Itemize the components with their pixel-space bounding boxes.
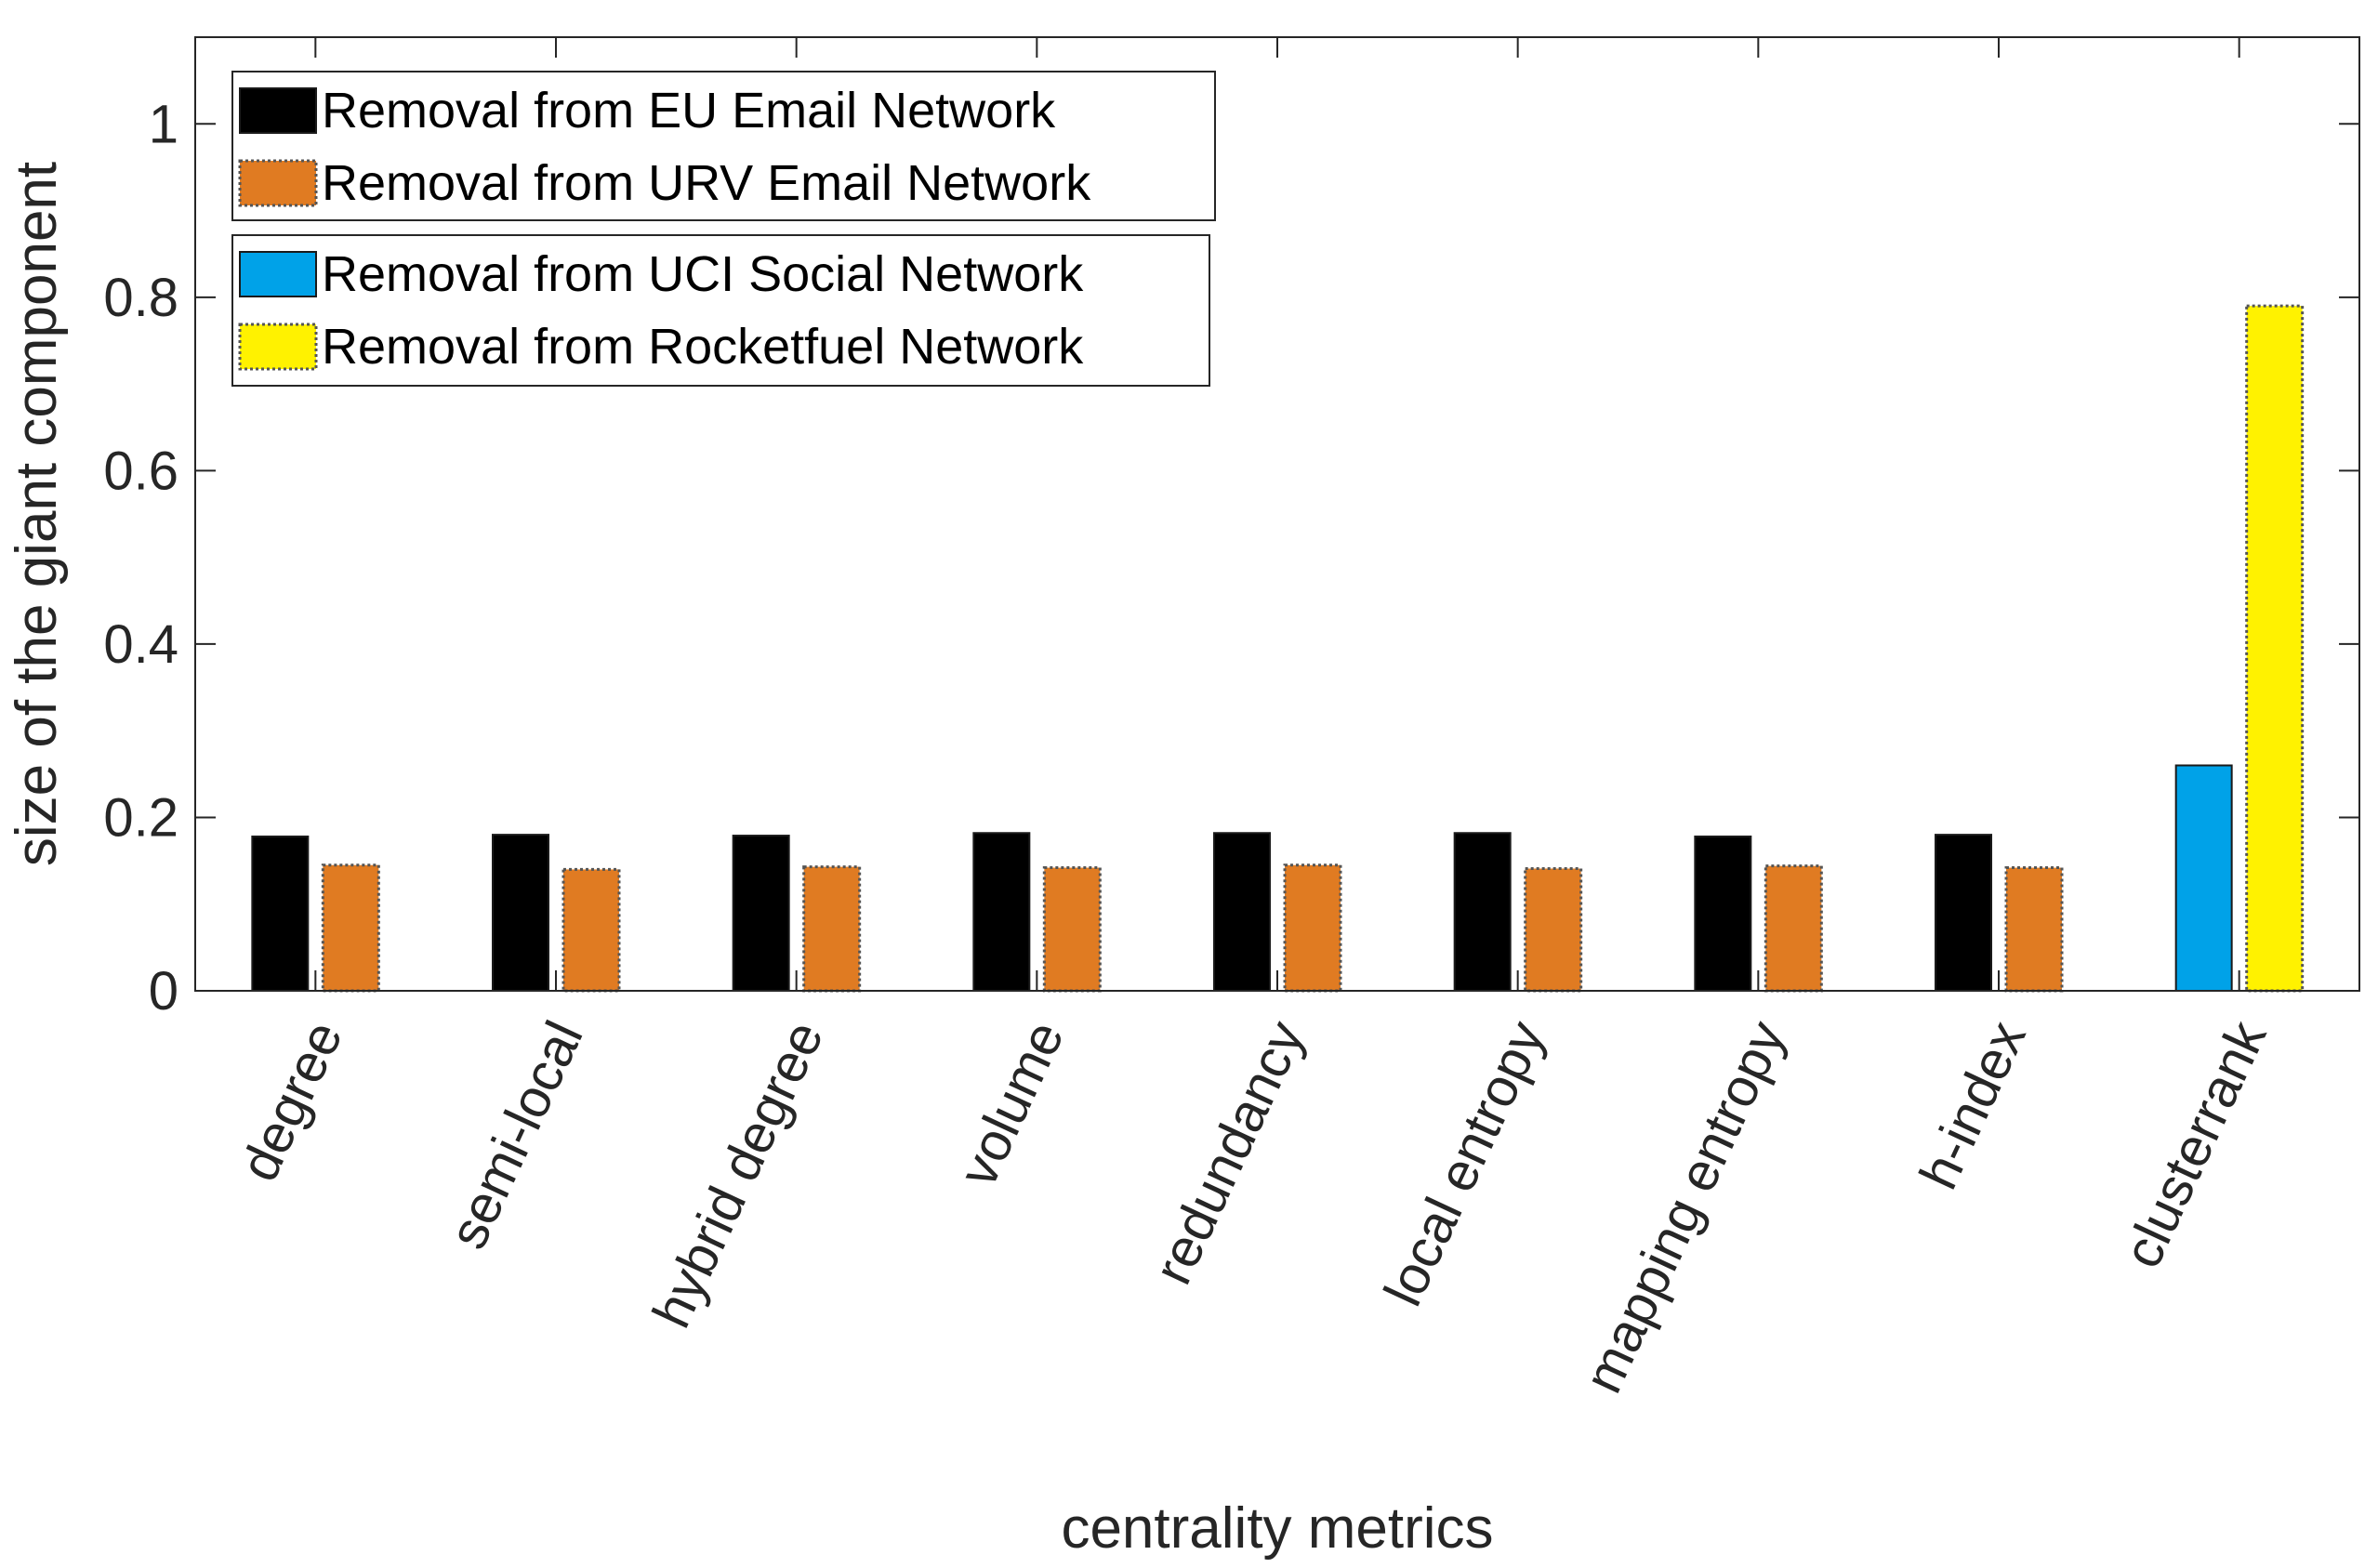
legend-swatch-3: [239, 251, 317, 297]
x-axis-title: centrality metrics: [1061, 1496, 1493, 1561]
bar-2-redundancy: [1283, 863, 1342, 993]
bar-2-local-entropy: [1524, 866, 1583, 993]
y-axis-title: size of the giant component: [5, 162, 69, 866]
bar-2-h-index: [2004, 866, 2064, 993]
y-tick-label: 0.6: [103, 441, 178, 501]
bar-2-volume: [1042, 866, 1102, 993]
legend-swatch-1: [239, 87, 317, 134]
bar-4-clusterrank: [2245, 304, 2305, 993]
bar-1-degree: [251, 835, 310, 992]
bar-2-hybrid-degree: [802, 865, 862, 993]
y-tick-label: 0.8: [103, 268, 178, 328]
bar-1-semi-local: [492, 834, 549, 992]
y-tick-label: 1: [149, 94, 178, 154]
legend-label-2: Removal from URV Email Network: [322, 155, 1091, 211]
bar-1-redundancy: [1213, 832, 1271, 993]
legend-box-1: [231, 71, 1216, 221]
bar-1-hybrid-degree: [732, 835, 790, 992]
legend-label-3: Removal from UCI Social Network: [322, 246, 1084, 302]
legend-swatch-2: [238, 159, 318, 207]
legend-swatch-4: [238, 323, 318, 371]
ticks-layer: [195, 37, 2359, 992]
legend-layer: Removal from EU Email Network Removal fro…: [231, 71, 1216, 387]
y-tick-label: 0.4: [103, 614, 178, 675]
bar-3-clusterrank: [2174, 764, 2233, 992]
legend-box-2: [231, 234, 1210, 387]
bar-2-degree: [321, 863, 380, 993]
legend-label-4: Removal from Rocketfuel Network: [322, 319, 1084, 375]
bar-1-volume: [972, 832, 1031, 993]
y-tick-label: 0.2: [103, 787, 178, 848]
y-tick-label: 0: [149, 961, 178, 1021]
bar-1-h-index: [1935, 834, 1992, 992]
bar-2-mapping-entropy: [1764, 864, 1823, 993]
bar-2-semi-local: [561, 867, 621, 993]
legend-label-1: Removal from EU Email Network: [322, 83, 1056, 138]
bar-1-local-entropy: [1453, 832, 1512, 993]
bar-1-mapping-entropy: [1694, 835, 1752, 992]
